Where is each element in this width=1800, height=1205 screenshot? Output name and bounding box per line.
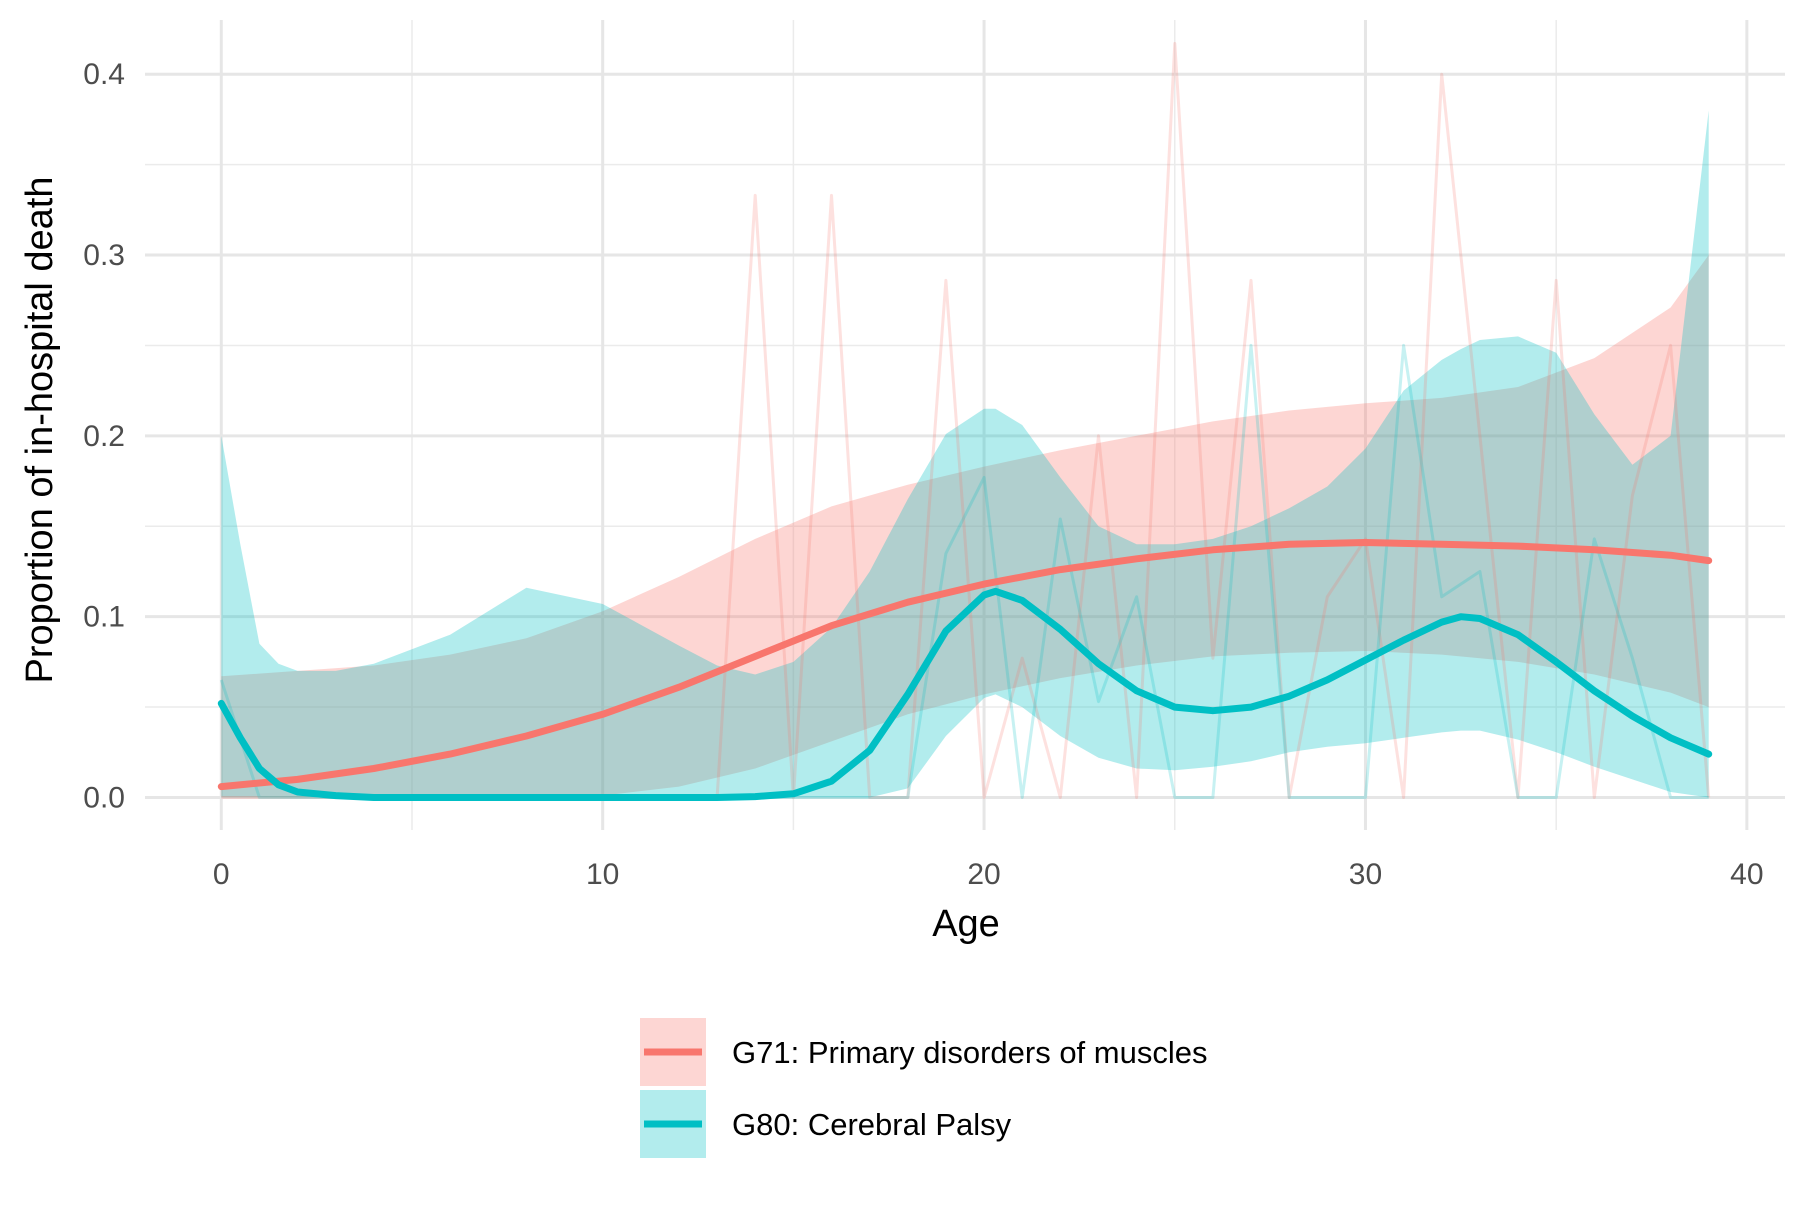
x-axis-title: Age (932, 903, 1000, 945)
y-tick-label: 0.3 (83, 239, 125, 272)
smoothed-trend-lines (217, 539, 1713, 801)
legend-label-g71: G71: Primary disorders of muscles (732, 1035, 1207, 1070)
y-tick-label: 0.0 (83, 781, 125, 814)
minor-gridlines (145, 20, 1785, 830)
x-axis-ticks: 0 10 20 30 40 (213, 858, 1764, 891)
x-tick-label: 10 (586, 858, 619, 891)
smooth-line-g80 (217, 587, 1713, 801)
confidence-ribbons (221, 110, 1709, 798)
legend: G71: Primary disorders of muscles G80: Ce… (640, 1018, 1207, 1158)
confidence-ribbon-g71 (221, 255, 1709, 798)
y-tick-label: 0.4 (83, 58, 125, 91)
y-axis-title: Proportion of in-hospital death (19, 177, 61, 684)
x-tick-label: 20 (967, 858, 1000, 891)
x-tick-label: 30 (1349, 858, 1382, 891)
confidence-ribbon-g80 (221, 110, 1709, 798)
x-tick-label: 0 (213, 858, 230, 891)
legend-label-g80: G80: Cerebral Palsy (732, 1107, 1012, 1142)
x-tick-label: 40 (1730, 858, 1763, 891)
smooth-line-g71 (217, 539, 1713, 791)
y-axis-ticks: 0.0 0.1 0.2 0.3 0.4 (83, 58, 125, 814)
y-tick-label: 0.2 (83, 420, 125, 453)
y-tick-label: 0.1 (83, 601, 125, 634)
